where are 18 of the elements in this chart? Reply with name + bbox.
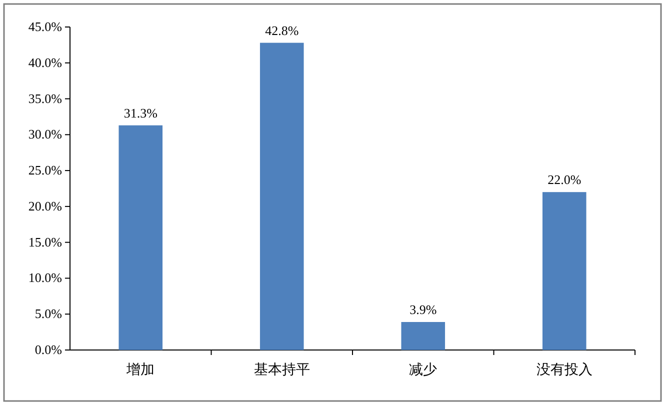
y-tick-label: 30.0% xyxy=(28,126,62,142)
data-label: 22.0% xyxy=(548,172,582,188)
y-tick-label: 5.0% xyxy=(34,306,62,322)
x-tick-label: 基本持平 xyxy=(254,361,310,377)
y-tick-label: 15.0% xyxy=(28,234,62,250)
x-tick-label: 没有投入 xyxy=(536,361,592,377)
y-tick-label: 40.0% xyxy=(28,54,62,70)
data-label: 42.8% xyxy=(265,22,299,38)
x-tick-label: 增加 xyxy=(126,361,155,377)
data-label: 31.3% xyxy=(124,105,158,120)
data-label: 3.9% xyxy=(410,302,437,318)
x-tick-label: 减少 xyxy=(409,361,438,377)
y-tick-label: 20.0% xyxy=(28,198,62,214)
y-tick-label: 35.0% xyxy=(28,90,62,106)
y-tick-label: 0.0% xyxy=(34,342,62,357)
y-tick-label: 25.0% xyxy=(28,162,62,178)
y-tick-label: 45.0% xyxy=(28,19,62,34)
y-tick-label: 10.0% xyxy=(28,270,62,286)
